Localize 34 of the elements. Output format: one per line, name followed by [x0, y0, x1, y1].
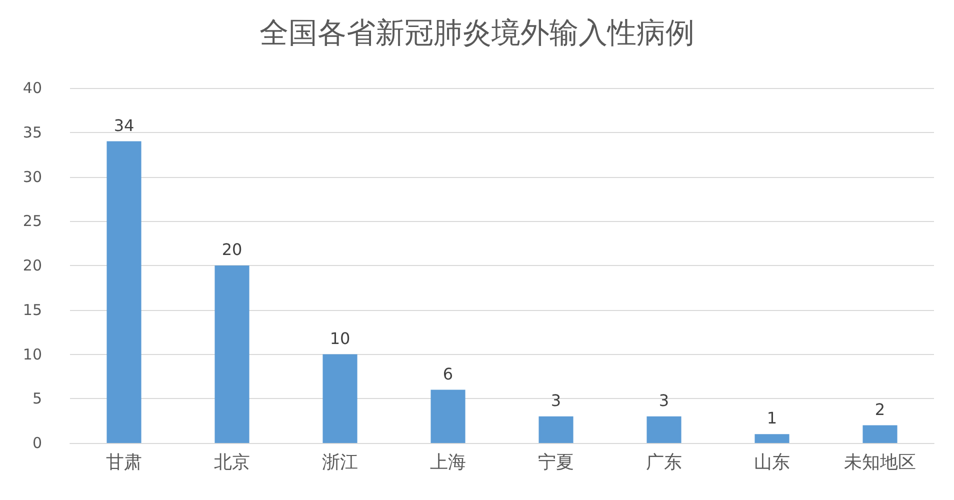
y-tick-label: 35 — [22, 123, 42, 142]
x-tick-label: 北京 — [214, 452, 250, 472]
x-tick-label: 广东 — [646, 452, 682, 472]
y-tick-label: 30 — [22, 168, 42, 186]
bar — [754, 434, 790, 443]
data-label: 34 — [114, 116, 134, 135]
chart-title: 全国各省新冠肺炎境外输入性病例 — [260, 18, 694, 50]
y-tick-label: 10 — [22, 345, 42, 364]
data-label: 3 — [658, 390, 670, 410]
x-tick-label: 上海 — [430, 452, 466, 472]
data-label: 10 — [330, 328, 350, 348]
x-tick-label: 宁夏 — [538, 452, 574, 472]
data-label: 2 — [874, 400, 886, 419]
y-tick-label: 25 — [22, 212, 42, 230]
y-tick-label: 5 — [32, 390, 42, 408]
bar — [214, 266, 250, 443]
bar — [430, 390, 466, 443]
y-tick-label: 0 — [32, 434, 42, 452]
y-tick-label: 20 — [22, 256, 42, 274]
data-label: 3 — [550, 390, 562, 410]
x-tick-label: 甘肃 — [106, 452, 142, 472]
x-tick-label: 未知地区 — [844, 452, 916, 472]
data-label: 1 — [766, 408, 778, 428]
bar — [646, 416, 682, 443]
bar — [322, 354, 358, 443]
y-tick-label: 15 — [22, 300, 42, 319]
bar — [538, 416, 574, 443]
data-label: 6 — [442, 364, 454, 384]
bar — [106, 141, 142, 443]
y-tick-label: 40 — [22, 79, 42, 97]
bar — [862, 425, 898, 443]
x-tick-label: 浙江 — [322, 452, 358, 472]
x-tick-label: 山东 — [754, 452, 790, 472]
data-label: 20 — [222, 240, 242, 259]
